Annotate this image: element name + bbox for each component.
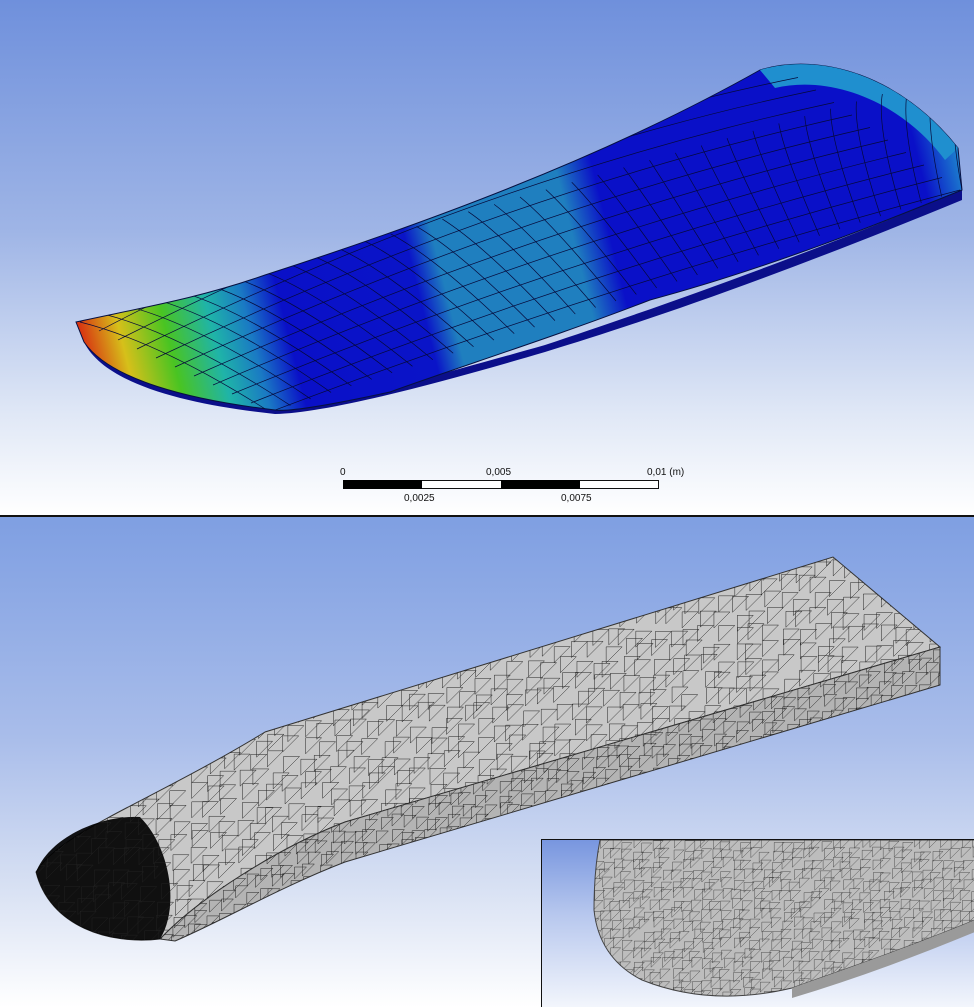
mesh-detail-view <box>593 840 974 998</box>
scale-label-0-0075: 0,0075 <box>561 493 592 504</box>
scale-label-0-0025: 0,0025 <box>404 493 435 504</box>
mesh-viewport[interactable] <box>0 517 974 1007</box>
deformation-contour-viewport[interactable]: 0 0,005 0,01 (m) 0,0025 0,0075 <box>0 0 974 517</box>
scale-label-0-005: 0,005 <box>486 467 512 478</box>
scale-bar-seg-1 <box>343 480 422 489</box>
blade-underside <box>84 190 962 414</box>
tip-band <box>760 64 958 160</box>
inset-mesh-lines <box>594 840 974 997</box>
scale-label-0: 0 <box>340 467 346 478</box>
scale-label-0-01: 0,01 (m) <box>647 467 685 478</box>
mesh-side-face <box>158 646 941 942</box>
blade-surface <box>75 63 963 411</box>
deformed-blade-contour <box>75 63 963 414</box>
inset-blade-surface <box>593 840 974 997</box>
mesh-detail-inset[interactable] <box>541 839 974 1007</box>
inset-blade-side <box>792 920 974 998</box>
scale-bar-seg-3 <box>501 480 580 489</box>
